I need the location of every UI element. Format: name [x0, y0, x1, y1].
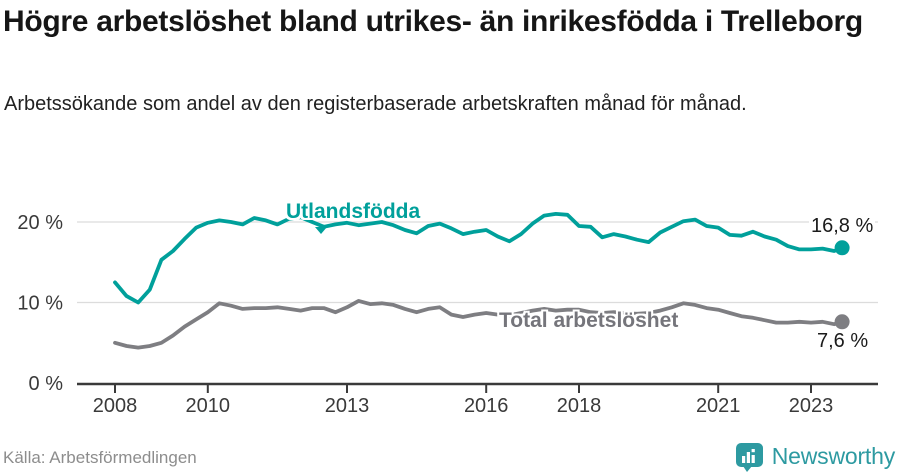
newsworthy-logo: Newsworthy	[734, 441, 895, 472]
series-line	[113, 298, 844, 350]
newsworthy-logo-icon	[735, 443, 763, 472]
y-tick-label: 0 %	[29, 373, 64, 395]
series-end-dot	[834, 240, 850, 256]
chevron-down-icon	[315, 227, 327, 234]
endpoint-value-utlandsfodda: 16,8 %	[809, 215, 876, 238]
series-label-total-arbetsloshet: Total arbetslöshet	[499, 309, 679, 332]
x-tick-label: 2016	[464, 395, 509, 417]
x-tick-label: 2018	[557, 395, 602, 417]
x-tick-label: 2021	[696, 395, 741, 417]
page-title: Högre arbetslöshet bland utrikes- än inr…	[3, 5, 863, 38]
newsworthy-logo-text: Newsworthy	[771, 443, 895, 469]
x-tick-label: 2008	[93, 395, 138, 417]
endpoint-value-total: 7,6 %	[815, 330, 871, 353]
x-tick-label: 2010	[186, 395, 231, 417]
x-tick-label: 2013	[325, 395, 370, 417]
series-label-utlandsfodda: Utlandsfödda	[286, 200, 421, 223]
series-line	[113, 211, 844, 305]
x-tick-label: 2023	[789, 395, 834, 417]
y-tick-label: 20 %	[17, 212, 63, 234]
chart-subtitle: Arbetssökande som andel av den registerb…	[4, 93, 747, 115]
y-tick-label: 10 %	[17, 293, 63, 315]
source-note: Källa: Arbetsförmedlingen	[3, 448, 197, 467]
series-end-dot	[834, 314, 850, 330]
